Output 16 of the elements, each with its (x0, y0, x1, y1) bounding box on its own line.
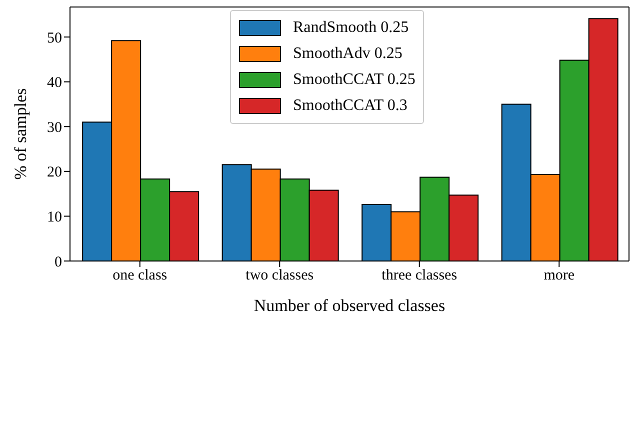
legend-label: SmoothAdv 0.25 (293, 45, 402, 63)
y-tick-label: 50 (47, 30, 62, 46)
y-tick-label: 20 (47, 164, 62, 181)
legend-label: RandSmooth 0.25 (293, 19, 409, 37)
legend-label: SmoothCCAT 0.25 (293, 71, 416, 89)
x-tick-label: one class (112, 268, 168, 284)
y-axis-title: % of samples (11, 88, 30, 180)
x-axis-title: Number of observed classes (254, 296, 446, 315)
y-tick-label: 30 (47, 120, 62, 136)
x-tick-label: more (544, 268, 575, 284)
y-tick-label: 10 (47, 210, 62, 226)
y-tick-label: 40 (47, 75, 62, 92)
y-tick-label: 0 (54, 254, 62, 270)
x-tick-label: two classes (246, 268, 314, 284)
legend-label: SmoothCCAT 0.3 (293, 97, 408, 115)
x-tick-label: three classes (382, 268, 458, 284)
